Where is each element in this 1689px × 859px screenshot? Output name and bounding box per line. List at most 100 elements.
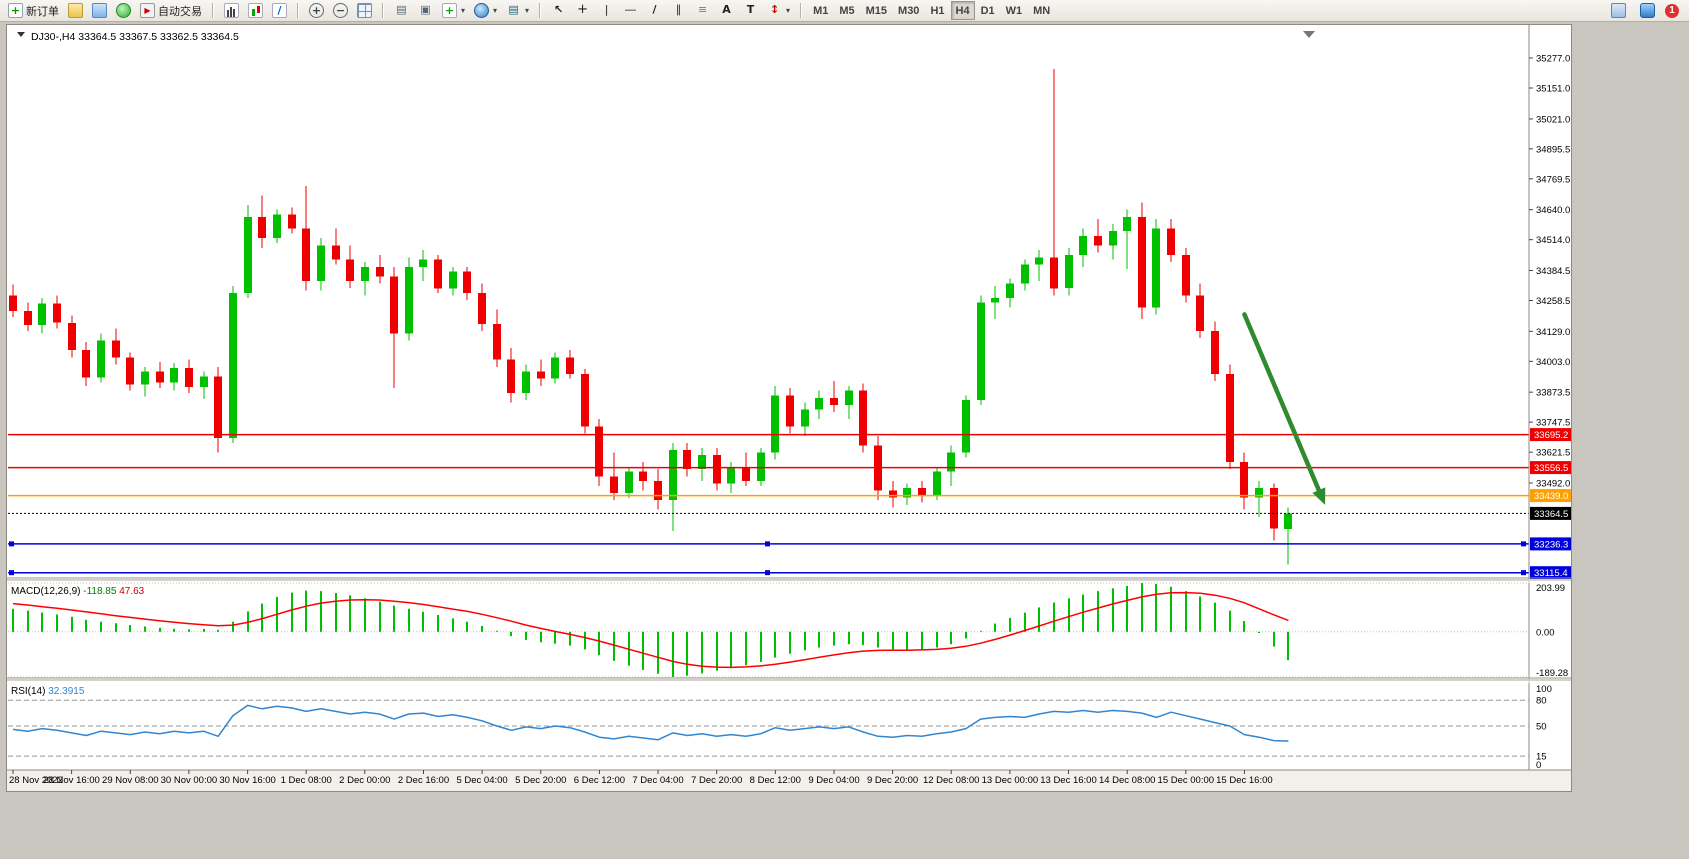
zoom-in-button[interactable]: [305, 1, 328, 20]
price-tick-label: 35277.0: [1536, 54, 1570, 65]
toolbar-separator: [382, 3, 384, 18]
panel-splitter[interactable]: [7, 677, 1571, 683]
autotrading-button[interactable]: 自动交易: [136, 1, 206, 20]
candle-body-down: [1094, 235, 1102, 246]
candle-body-up: [141, 371, 149, 385]
text-label-button[interactable]: [739, 1, 762, 20]
profiles-dropdown[interactable]: ▾: [470, 1, 501, 20]
candle-body-up: [903, 488, 911, 498]
time-tick-label: 8 Dec 12:00: [750, 775, 801, 786]
time-tick-label: 29 Nov 08:00: [102, 775, 159, 786]
tf-h1[interactable]: H1: [925, 1, 949, 20]
autotrading-icon: [140, 3, 155, 18]
hline-handle[interactable]: [1521, 541, 1526, 547]
text-icon: [719, 3, 734, 18]
candlestick-chart-button[interactable]: [244, 1, 267, 20]
time-tick-label: 9 Dec 04:00: [808, 775, 859, 786]
time-tick-label: 30 Nov 00:00: [161, 775, 218, 786]
price-label-text: 33236.3: [1534, 539, 1568, 550]
candle-body-down: [595, 426, 603, 477]
auto-arrange-button[interactable]: [390, 1, 413, 20]
line-chart-button[interactable]: [268, 1, 291, 20]
arrows-dropdown[interactable]: ▾: [763, 1, 794, 20]
candle-body-up: [449, 271, 457, 289]
price-label-box: [1530, 566, 1571, 580]
trendline-icon: [647, 3, 662, 18]
time-tick-label: 13 Dec 00:00: [982, 775, 1039, 786]
trend-arrow-line[interactable]: [1242, 312, 1322, 493]
price-tick-label: 35151.0: [1536, 84, 1570, 95]
tf-m30[interactable]: M30: [893, 1, 924, 20]
candle-body-up: [1035, 257, 1043, 265]
candle-body-down: [1270, 488, 1278, 529]
candle-body-up: [727, 466, 735, 484]
text-button[interactable]: [715, 1, 738, 20]
price-tick-label: 33873.5: [1536, 388, 1570, 399]
candle-body-up: [405, 266, 413, 334]
templates-dropdown[interactable]: ▾: [502, 1, 533, 20]
candle-body-down: [434, 259, 442, 289]
vertical-line-button[interactable]: [595, 1, 618, 20]
candle-body-up: [1109, 231, 1117, 246]
price-label-text: 33364.5: [1534, 509, 1568, 520]
tf-m5[interactable]: M5: [834, 1, 859, 20]
cursor-button[interactable]: [547, 1, 570, 20]
profiles-icon: [92, 3, 107, 18]
chart-shift-marker[interactable]: [1303, 31, 1315, 38]
window-icon: [68, 3, 83, 18]
price-axis[interactable]: 35277.0 35151.0 35021.0 34895.5 34769.5 34640…: [1528, 25, 1571, 770]
tf-w1[interactable]: W1: [1001, 1, 1028, 20]
toolbar-right: 1: [1607, 1, 1685, 20]
channel-button[interactable]: [667, 1, 690, 20]
candle-body-up: [801, 409, 809, 427]
bar-chart-button[interactable]: [220, 1, 243, 20]
toolbar-separator: [539, 3, 542, 18]
hline-handle[interactable]: [9, 541, 14, 547]
candle-body-down: [566, 357, 574, 374]
new-chart-dropdown[interactable]: ▾: [438, 1, 469, 20]
time-tick-label: 28 Nov 2022: [9, 775, 63, 786]
chart-canvas[interactable]: 35277.0 35151.0 35021.0 34895.5 34769.5 34640…: [7, 25, 1571, 791]
notification-badge[interactable]: 1: [1665, 3, 1679, 18]
time-tick-label: 15 Dec 16:00: [1216, 775, 1273, 786]
news-button[interactable]: [1607, 1, 1630, 20]
tf-m1[interactable]: M1: [808, 1, 833, 20]
horizontal-line-button[interactable]: [619, 1, 642, 20]
crosshair-button[interactable]: [571, 1, 594, 20]
time-axis-background: [7, 770, 1571, 791]
price-tick-label: 33492.0: [1536, 479, 1570, 490]
profiles-button[interactable]: [88, 1, 111, 20]
community-button[interactable]: [1636, 1, 1659, 20]
panel-splitter[interactable]: [7, 577, 1571, 583]
vertical-line-icon: [599, 3, 614, 18]
new-order-button[interactable]: 新订单: [4, 1, 63, 20]
hline-handle[interactable]: [765, 570, 770, 576]
candle-body-up: [419, 259, 427, 267]
fibonacci-button[interactable]: [691, 1, 714, 20]
new-order-icon: [8, 3, 23, 18]
hline-handle[interactable]: [9, 570, 14, 576]
tf-h4[interactable]: H4: [950, 1, 975, 20]
sound-button[interactable]: [112, 1, 135, 20]
chart-window: 35277.0 35151.0 35021.0 34895.5 34769.5 34640…: [6, 24, 1572, 792]
tile-windows-button[interactable]: [353, 1, 376, 20]
zoom-out-button[interactable]: [329, 1, 352, 20]
crosshair-icon: [575, 3, 590, 18]
tf-mn[interactable]: MN: [1028, 1, 1055, 20]
one-click-panel-toggle-icon[interactable]: [17, 32, 25, 37]
chart-window-button[interactable]: [64, 1, 87, 20]
candle-body-up: [845, 390, 853, 405]
trend-arrow-head[interactable]: [1312, 487, 1326, 505]
tf-d1[interactable]: D1: [976, 1, 1000, 20]
candle-body-down: [1138, 216, 1146, 308]
price-tick-label: 34895.5: [1536, 144, 1570, 155]
tf-m15[interactable]: M15: [861, 1, 892, 20]
candle-body-up: [38, 303, 46, 326]
auto-arrange-icon: [394, 3, 409, 18]
hline-handle[interactable]: [765, 541, 770, 547]
hline-handle[interactable]: [1521, 570, 1526, 576]
trendline-button[interactable]: [643, 1, 666, 20]
cascade-button[interactable]: [414, 1, 437, 20]
trend-arrow[interactable]: [1242, 312, 1326, 505]
